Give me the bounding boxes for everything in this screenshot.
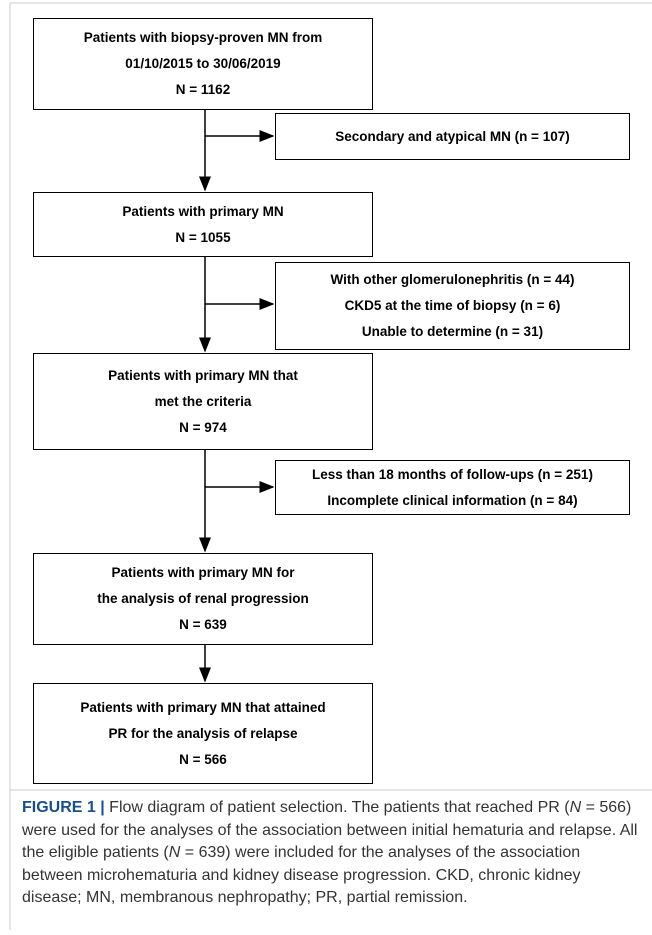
box-line: Patients with primary MN that — [108, 367, 298, 383]
box-line: N = 566 — [179, 751, 227, 767]
flow-box: With other glomerulonephritis (n = 44) CK… — [275, 262, 630, 350]
box-line: N = 1055 — [175, 229, 231, 245]
box-line: Incomplete clinical information (n = 84) — [327, 492, 578, 508]
flow-box: Patients with primary MN N = 1055 — [33, 192, 373, 257]
box-line: the analysis of renal progression — [97, 591, 309, 606]
caption-text: = 639) were included for the analyses of… — [22, 844, 581, 906]
box-line: Unable to determine (n = 31) — [361, 324, 544, 339]
caption-text: N — [168, 844, 181, 861]
flow-box: Patients with primary MN for the analysis… — [33, 553, 373, 645]
flow-box: Less than 18 months of follow-ups (n = 2… — [275, 460, 630, 515]
box-line: PR for the analysis of relapse — [108, 725, 298, 741]
caption-text: N — [569, 799, 582, 816]
box-line: With other glomerulonephritis (n = 44) — [330, 272, 575, 287]
flow-box: Secondary and atypical MN (n = 107) — [275, 113, 630, 160]
box-line: Patients with primary MN for — [111, 565, 295, 580]
caption-text: = 566) were used for the analyses of the… — [22, 799, 638, 861]
box-line: N = 639 — [179, 617, 227, 632]
caption: FIGURE 1 | Flow diagram of patient selec… — [22, 797, 644, 910]
flow-box: Patients with primary MN that attained PR… — [33, 683, 373, 784]
box-line: Less than 18 months of follow-ups (n = 2… — [312, 466, 593, 482]
caption-text: Flow diagram of patient selection. The p… — [104, 799, 570, 816]
box-line: CKD5 at the time of biopsy (n = 6) — [344, 298, 561, 313]
box-line: Patients with primary MN — [122, 203, 284, 219]
box-line: Patients with primary MN that attained — [80, 699, 326, 715]
flow-box: Patients with biopsy-proven MN from 01/10… — [33, 18, 373, 110]
box-line: N = 974 — [179, 419, 227, 435]
box-line: Patients with biopsy-proven MN from — [83, 30, 323, 45]
flow-box: Patients with primary MN that met the cri… — [33, 353, 373, 450]
box-line: 01/10/2015 to 30/06/2019 — [125, 56, 281, 71]
box-line: Secondary and atypical MN (n = 107) — [335, 128, 570, 144]
caption-label: FIGURE 1 | — [22, 799, 105, 816]
box-line: met the criteria — [154, 393, 252, 409]
box-line: N = 1162 — [175, 82, 231, 97]
